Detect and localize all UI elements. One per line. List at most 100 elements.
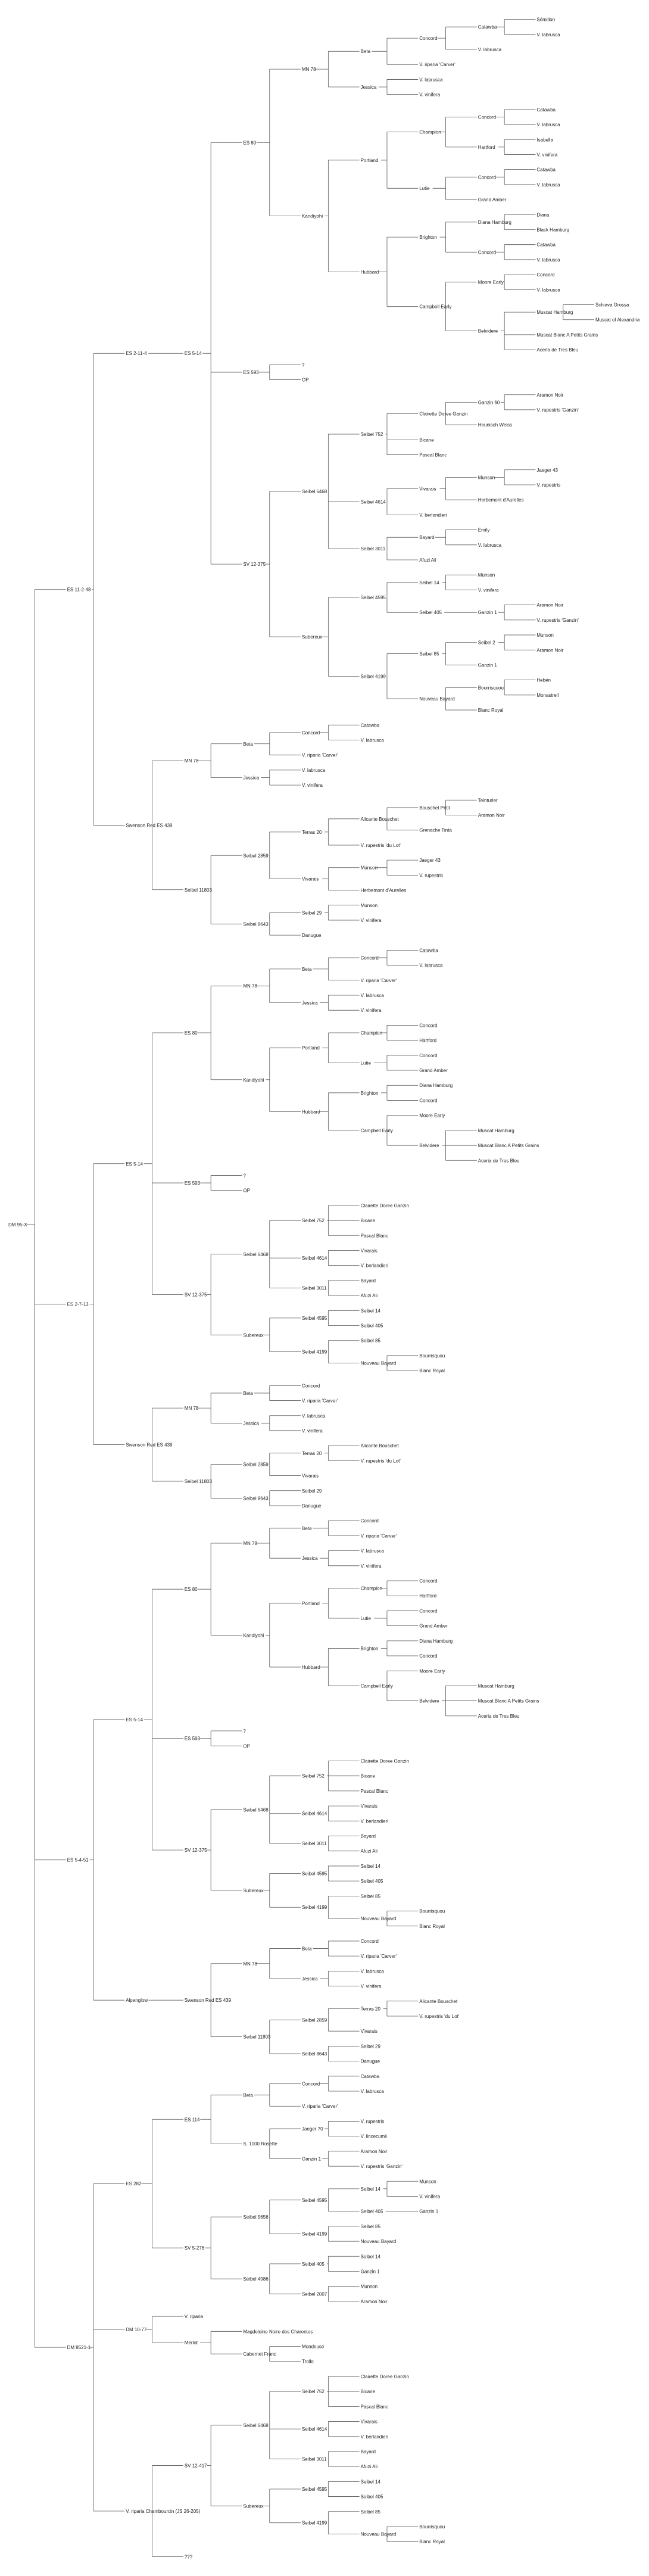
node-concord: Concord (536, 272, 554, 278)
node-seibel-8643: Seibel 8643 (243, 1496, 269, 1501)
node-muscat-hamburg: Muscat Hamburg (478, 1683, 514, 1689)
node-catawba: Catawba (536, 107, 556, 113)
node-afuzi-ali: Afuzi Ali (419, 557, 436, 563)
node-mondeuse: Mondeuse (302, 2344, 324, 2350)
node-jaeger-43: Jaeger 43 (419, 858, 441, 863)
node-jessica: Jessica (302, 1976, 318, 1982)
node-v-riparia-carver: V. riparia 'Carver' (302, 1398, 338, 1404)
node-v-riparia: V. riparia (185, 2314, 204, 2319)
node-bayard: Bayard (361, 1278, 376, 1284)
node-cabernet-franc: Cabernet Franc (243, 2351, 276, 2357)
node-: ? (243, 1728, 246, 1734)
node-grenache-tinta: Grenache Tinta (419, 828, 452, 833)
node-diana-hamburg: Diana Hamburg (419, 1639, 453, 1644)
node-: ??? (185, 2554, 193, 2559)
node-v-labrusca: V. labrusca (302, 1413, 326, 1419)
node-seibel-4595: Seibel 4595 (302, 1871, 327, 1877)
node-v-rupestris: V. rupestris (419, 873, 443, 878)
node-diana: Diana (536, 212, 549, 217)
node-munson: Munson (478, 572, 495, 578)
node-munson: Munson (361, 865, 377, 871)
node-munson: Munson (478, 475, 495, 480)
node-afuzi-ali: Afuzi Ali (361, 1849, 378, 1854)
node-concord: Concord (361, 955, 379, 961)
node-concord: Concord (419, 36, 437, 41)
node-alicante-bouschet: Alicante Bouschet (361, 1443, 400, 1449)
node-seibel-29: Seibel 29 (361, 2044, 381, 2049)
node-seibel-3011: Seibel 3011 (361, 546, 386, 552)
node-blanc-royal: Blanc Royal (419, 2539, 445, 2544)
node-bayard: Bayard (419, 535, 434, 540)
node-pascal-blanc: Pascal Blanc (361, 1233, 388, 1238)
node-dm-95-x: DM 95-X (8, 1222, 27, 1228)
node-seibel-4614: Seibel 4614 (361, 499, 386, 504)
node-catawba: Catawba (536, 242, 556, 248)
node-bourrisquou: Bourrisquou (478, 685, 504, 690)
node-seibel-4199: Seibel 4199 (361, 674, 386, 679)
node-seibel-405: Seibel 405 (302, 2262, 324, 2267)
node-seibel-3011: Seibel 3011 (302, 2457, 327, 2462)
node-bicane: Bicane (361, 1218, 376, 1223)
node-emily: Emily (478, 528, 490, 533)
node-hartford: Hartford (419, 1038, 436, 1044)
node-jaeger-43: Jaeger 43 (536, 468, 558, 473)
node-dm-8521-1: DM 8521-1 (67, 2345, 91, 2350)
node-concord: Concord (478, 114, 496, 120)
node-es-593: ES 593 (243, 370, 259, 375)
node-beta: Beta (302, 1526, 312, 1531)
node-seibel-405: Seibel 405 (361, 2209, 383, 2214)
node-belvidere: Belvidere (478, 329, 498, 334)
node-ganzin-1: Ganzin 1 (302, 2156, 322, 2161)
node-v-riparia-carver: V. riparia 'Carver' (361, 978, 397, 983)
node-jessica: Jessica (243, 775, 259, 781)
node-bourrisquou: Bourrisquou (419, 1353, 445, 1359)
node-mn-78: MN 78 (243, 983, 257, 989)
node-aramon-noir: Aramon Noir (478, 813, 505, 818)
node-seibel-4595: Seibel 4595 (302, 2487, 327, 2492)
node-v-vinifera: V. vinifera (419, 2194, 440, 2199)
node-kandiyohi: Kandiyohi (302, 214, 323, 219)
node-grand-amber: Grand Amber (478, 197, 507, 203)
node-seibel-4595: Seibel 4595 (302, 1316, 327, 1321)
node-seibel-405: Seibel 405 (361, 2494, 383, 2500)
node-v-rupestris-du-lot: V. rupestris 'du Lot' (361, 843, 401, 848)
node-v-berlandieri: V. berlandieri (361, 2434, 389, 2440)
node-campbell-early: Campbell Early (361, 1683, 393, 1689)
node-mn-78: MN 78 (302, 67, 316, 72)
node-seibel-11803: Seibel 11803 (185, 1479, 213, 1484)
node-ganzin-1: Ganzin 1 (419, 2209, 439, 2214)
node-seibel-14: Seibel 14 (361, 2254, 381, 2259)
node-es-11-2-48: ES 11-2-48 (67, 587, 91, 592)
node-concord: Concord (361, 1518, 379, 1524)
node-seibel-11803: Seibel 11803 (185, 887, 213, 893)
node-muscat-blanc-a-petits-grains: Muscat Blanc A Petits Grains (478, 1143, 539, 1148)
node-seibel-14: Seibel 14 (361, 1864, 381, 1869)
node-es-80: ES 80 (243, 140, 256, 145)
node-subereux: Subereux (243, 2503, 263, 2509)
node-v-riparia-carver: V. riparia 'Carver' (302, 753, 338, 758)
node-concord: Concord (419, 1023, 437, 1028)
node-vivarais: Vivarais (361, 1803, 377, 1809)
node-v-labrusca: V. labrusca (478, 543, 502, 548)
node-v-rupestris-ganzin: V. rupestris 'Ganzin' (361, 2164, 403, 2169)
node-seibel-3011: Seibel 3011 (302, 1286, 327, 1291)
node-terras-20: Terras 20 (361, 2006, 381, 2011)
node-beta: Beta (243, 1391, 253, 1396)
node-bayard: Bayard (361, 1834, 376, 1839)
node-pascal-blanc: Pascal Blanc (361, 1789, 388, 1794)
node-lutie: Lutie (361, 1616, 372, 1621)
node-seibel-6468: Seibel 6468 (302, 489, 327, 494)
node-portland: Portland (361, 158, 379, 163)
node-clairette-doree-ganzin: Clairette Doree Ganzin (361, 1758, 409, 1764)
node-v-riparia-carver: V. riparia 'Carver' (361, 1533, 397, 1538)
node-concord: Concord (302, 730, 320, 736)
node-seibel-14: Seibel 14 (361, 1308, 381, 1313)
node-terras-20: Terras 20 (302, 830, 322, 835)
node-aceria-de-tres-bleu: Aceria de Tres Bleu (478, 1714, 520, 1719)
node-ganzin-1: Ganzin 1 (478, 610, 498, 615)
node-es-5-14: ES 5-14 (126, 1161, 143, 1167)
node-clairette-doree-ganzin: Clairette Doree Ganzin (419, 411, 467, 416)
node-black-hamburg: Black Hamburg (536, 227, 569, 232)
node-hubbard: Hubbard (302, 1665, 320, 1670)
node-beta: Beta (302, 967, 312, 972)
